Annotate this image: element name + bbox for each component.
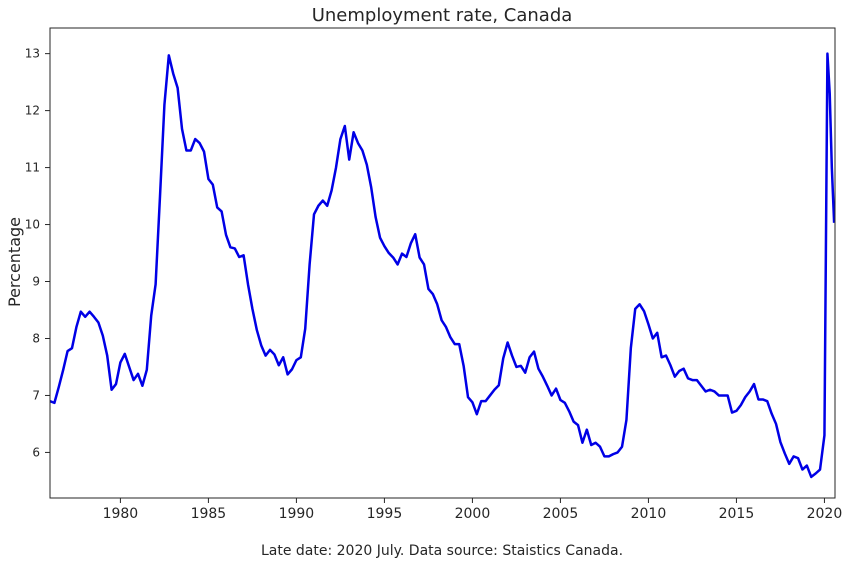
y-tick-label: 8 [32, 331, 40, 345]
y-tick-label: 9 [32, 275, 40, 289]
y-axis-label: Percentage [5, 217, 24, 307]
plot-area [50, 52, 835, 479]
chart-caption: Late date: 2020 July. Data source: Stais… [261, 543, 623, 559]
x-tick-label: 2015 [719, 506, 755, 522]
y-tick-label: 13 [25, 47, 40, 61]
x-tick-label: 2020 [807, 506, 843, 522]
x-tick-label: 2010 [631, 506, 667, 522]
x-tick-label: 1985 [191, 506, 227, 522]
x-tick-label: 2005 [543, 506, 579, 522]
x-tick-label: 2000 [455, 506, 491, 522]
x-tick-label: 1990 [279, 506, 315, 522]
y-tick-label: 12 [25, 104, 40, 118]
y-tick-label: 10 [25, 218, 40, 232]
y-tick-label: 6 [32, 445, 40, 459]
x-tick-label: 1995 [367, 506, 403, 522]
y-axis-label-group: Percentage [5, 217, 24, 307]
y-tick-label: 11 [25, 161, 40, 175]
plot-frame [49, 27, 836, 499]
x-axis: 1980 1985 1990 1995 2000 2005 2010 2015 2020 [103, 498, 843, 522]
y-axis: 6 7 8 9 10 11 12 13 [25, 47, 50, 459]
chart-title: Unemployment rate, Canada [312, 5, 573, 26]
series-line-unemployment-rate [50, 52, 835, 479]
x-tick-label: 1980 [103, 506, 139, 522]
y-tick-label: 7 [32, 388, 40, 402]
